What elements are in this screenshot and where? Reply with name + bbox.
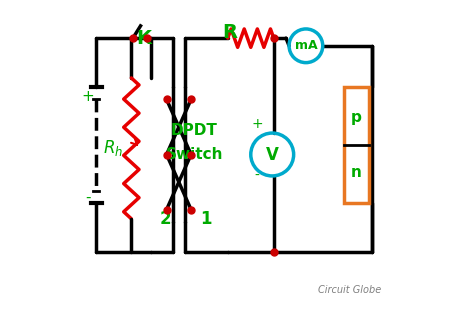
Text: Switch: Switch xyxy=(165,147,223,162)
Text: $R_h$: $R_h$ xyxy=(103,138,123,159)
Text: -: - xyxy=(255,169,259,183)
Text: Circuit Globe: Circuit Globe xyxy=(318,286,381,295)
Text: 2: 2 xyxy=(159,210,171,228)
Text: K: K xyxy=(136,29,151,48)
Text: R: R xyxy=(222,23,237,41)
FancyBboxPatch shape xyxy=(344,87,369,204)
Text: mA: mA xyxy=(294,39,317,52)
Text: p: p xyxy=(351,110,362,125)
Text: V: V xyxy=(266,146,279,163)
Text: +: + xyxy=(251,117,263,131)
Text: +: + xyxy=(81,89,94,104)
Text: 1: 1 xyxy=(201,210,212,228)
Text: -: - xyxy=(85,190,91,205)
Text: n: n xyxy=(351,165,362,180)
Text: DPDT: DPDT xyxy=(171,122,218,138)
